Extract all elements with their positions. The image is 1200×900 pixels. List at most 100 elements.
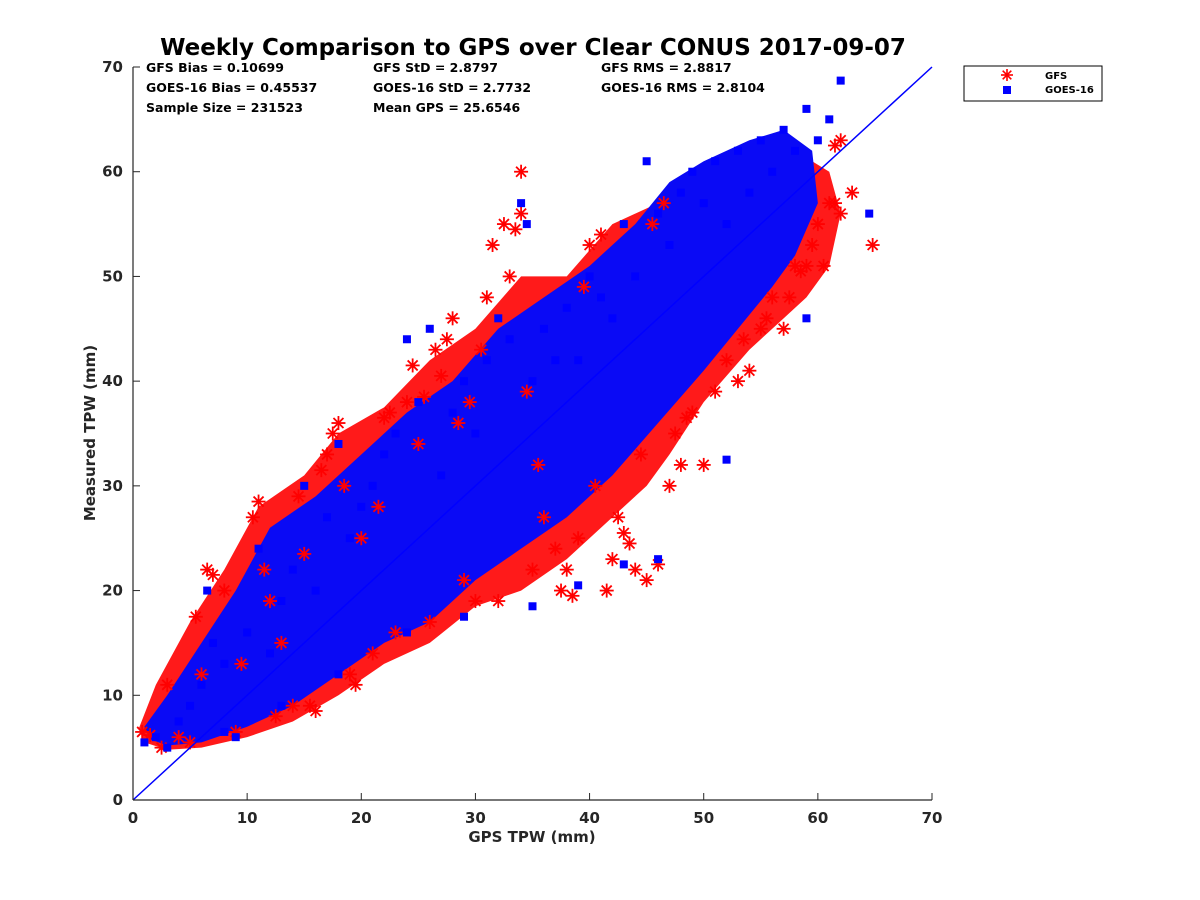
goes16-point <box>414 398 423 407</box>
gfs-point <box>696 457 711 472</box>
gfs-point <box>485 238 500 253</box>
goes16-point <box>756 136 765 145</box>
legend-goes-marker-icon <box>1003 86 1011 94</box>
stat-goes-rms: GOES-16 RMS = 2.8104 <box>601 80 765 95</box>
goes16-point <box>186 701 195 710</box>
goes16-point <box>825 115 834 124</box>
gfs-point <box>217 583 232 598</box>
goes16-point <box>791 146 800 155</box>
gfs-point <box>491 594 506 609</box>
gfs-point <box>536 510 551 525</box>
gfs-point <box>865 238 880 253</box>
gfs-point <box>160 677 175 692</box>
gfs-point <box>502 269 517 284</box>
x-axis-label: GPS TPW (mm) <box>468 828 595 846</box>
gfs-point <box>805 238 820 253</box>
gfs-point <box>320 447 335 462</box>
goes16-point <box>505 335 514 344</box>
goes16-point <box>391 429 400 438</box>
y-tick-label: 50 <box>102 267 123 285</box>
gfs-point <box>525 562 540 577</box>
gfs-point <box>297 546 312 561</box>
gfs-point <box>188 609 203 624</box>
gfs-point <box>251 494 266 509</box>
goes16-point <box>665 241 674 250</box>
gfs-point <box>845 185 860 200</box>
stat-goes-bias: GOES-16 Bias = 0.45537 <box>146 80 317 95</box>
gfs-point <box>588 478 603 493</box>
gfs-point <box>274 635 289 650</box>
goes16-point <box>528 377 537 386</box>
goes16-point <box>654 555 663 564</box>
gfs-point <box>422 614 437 629</box>
gfs-point <box>799 258 814 273</box>
goes16-point <box>197 680 206 689</box>
gfs-point <box>622 536 637 551</box>
gfs-point <box>765 290 780 305</box>
gfs-point <box>633 447 648 462</box>
chart-title: Weekly Comparison to GPS over Clear CONU… <box>160 35 906 61</box>
goes16-point <box>345 534 354 543</box>
legend-gfs-marker-icon <box>1001 69 1013 81</box>
goes16-point <box>802 314 811 323</box>
gfs-point <box>434 368 449 383</box>
goes16-point <box>528 602 537 611</box>
gfs-point <box>582 238 597 253</box>
x-tick-label: 60 <box>807 809 828 827</box>
y-tick-label: 10 <box>102 686 123 704</box>
goes16-point <box>174 717 183 726</box>
gfs-point <box>411 436 426 451</box>
gfs-point <box>736 332 751 347</box>
gfs-point <box>554 583 569 598</box>
gfs-point <box>782 290 797 305</box>
goes16-point <box>802 104 811 113</box>
goes16-point <box>596 293 605 302</box>
goes16-point <box>243 628 252 637</box>
goes16-point <box>163 743 172 752</box>
gfs-point <box>816 258 831 273</box>
gfs-point <box>810 217 825 232</box>
goes16-point <box>368 481 377 490</box>
gfs-point <box>616 525 631 540</box>
goes16-point <box>288 565 297 574</box>
gfs-point <box>171 730 186 745</box>
gfs-point <box>611 510 626 525</box>
x-tick-label: 10 <box>237 809 258 827</box>
legend-goes-label: GOES-16 <box>1045 85 1094 96</box>
stat-sample-size: Sample Size = 231523 <box>146 100 303 115</box>
gfs-point <box>342 667 357 682</box>
gfs-point <box>508 222 523 237</box>
gfs-point <box>428 342 443 357</box>
goes16-point <box>277 597 286 606</box>
gfs-point <box>308 703 323 718</box>
goes16-point <box>311 586 320 595</box>
goes16-point <box>745 188 754 197</box>
gfs-point <box>439 332 454 347</box>
goes16-point <box>265 649 274 658</box>
x-tick-label: 70 <box>922 809 943 827</box>
goes16-point <box>722 220 731 229</box>
goes16-point <box>585 272 594 281</box>
gfs-point <box>673 457 688 472</box>
goes16-point <box>865 209 874 218</box>
gfs-point <box>257 562 272 577</box>
goes16-point <box>517 199 526 208</box>
gfs-point <box>382 405 397 420</box>
gfs-point <box>645 217 660 232</box>
gfs-point <box>405 358 420 373</box>
gfs-point <box>708 384 723 399</box>
goes16-point <box>220 727 229 736</box>
gfs-point <box>194 667 209 682</box>
goes16-point <box>688 167 697 176</box>
goes16-point <box>813 136 822 145</box>
gfs-point <box>262 594 277 609</box>
stat-mean-gps: Mean GPS = 25.6546 <box>373 100 520 115</box>
gfs-point <box>474 342 489 357</box>
gfs-point <box>827 196 842 211</box>
stat-gfs-bias: GFS Bias = 0.10699 <box>146 60 284 75</box>
goes16-point <box>574 356 583 365</box>
gfs-point <box>325 426 340 441</box>
gfs-point <box>445 311 460 326</box>
goes16-point <box>522 220 531 229</box>
